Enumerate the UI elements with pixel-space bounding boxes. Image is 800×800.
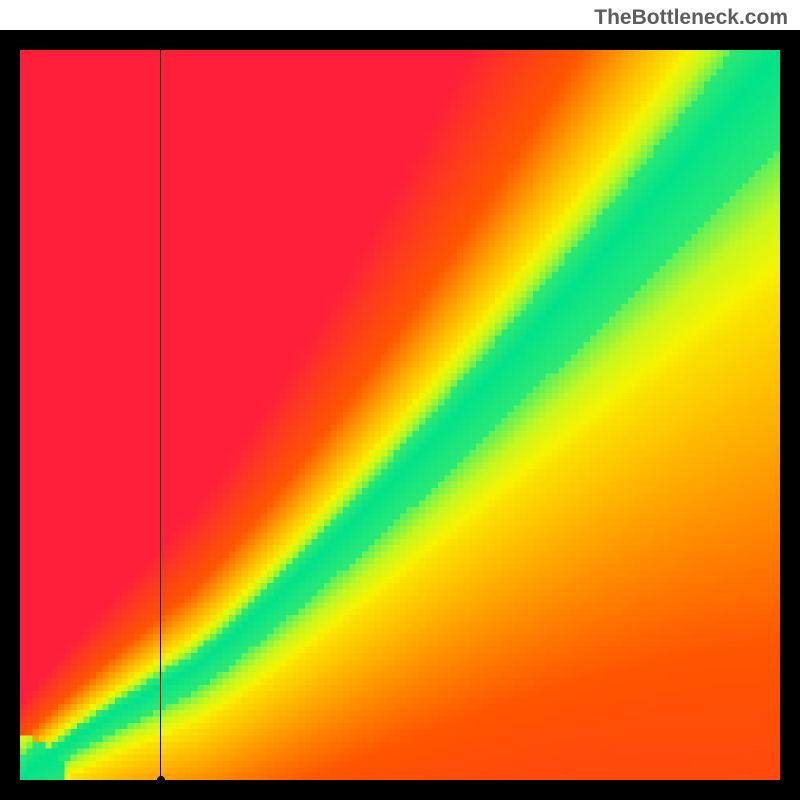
watermark-text: TheBottleneck.com [594,6,788,30]
heatmap-canvas [20,50,780,780]
root: TheBottleneck.com [0,0,800,800]
crosshair-marker [157,776,165,784]
crosshair-horizontal [20,780,780,781]
heatmap-plot-area [20,50,780,780]
crosshair-vertical [160,50,161,780]
